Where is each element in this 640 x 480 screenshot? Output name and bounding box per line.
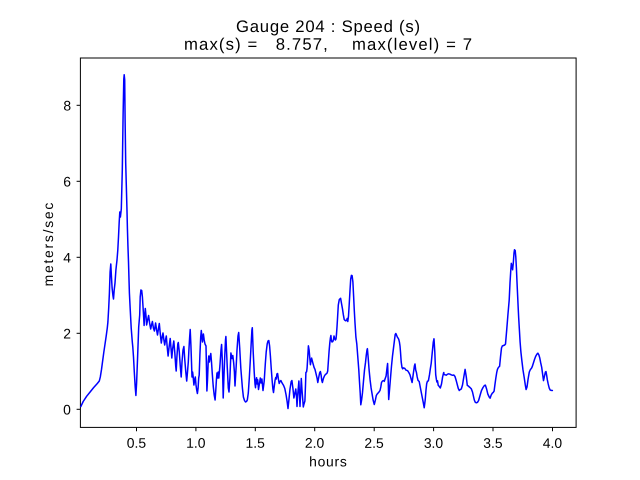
svg-text:Gauge 204 : Speed (s): Gauge 204 : Speed (s)	[236, 17, 420, 36]
svg-text:2.0: 2.0	[305, 435, 325, 451]
svg-text:meters/sec: meters/sec	[40, 203, 56, 287]
svg-text:1.5: 1.5	[246, 435, 266, 451]
svg-text:6: 6	[63, 173, 71, 189]
svg-text:3.0: 3.0	[424, 435, 444, 451]
svg-text:4: 4	[63, 249, 71, 265]
svg-text:max(s) = 8.757, max(level: max(s) = 8.757, max(level) = 7	[184, 35, 472, 54]
svg-text:0.5: 0.5	[127, 435, 147, 451]
svg-text:hours: hours	[309, 453, 347, 469]
svg-text:4.0: 4.0	[543, 435, 563, 451]
svg-text:1.0: 1.0	[186, 435, 206, 451]
svg-text:2: 2	[63, 325, 71, 341]
svg-text:8: 8	[63, 97, 71, 113]
svg-text:3.5: 3.5	[483, 435, 503, 451]
svg-text:0: 0	[63, 401, 71, 417]
svg-text:2.5: 2.5	[364, 435, 384, 451]
